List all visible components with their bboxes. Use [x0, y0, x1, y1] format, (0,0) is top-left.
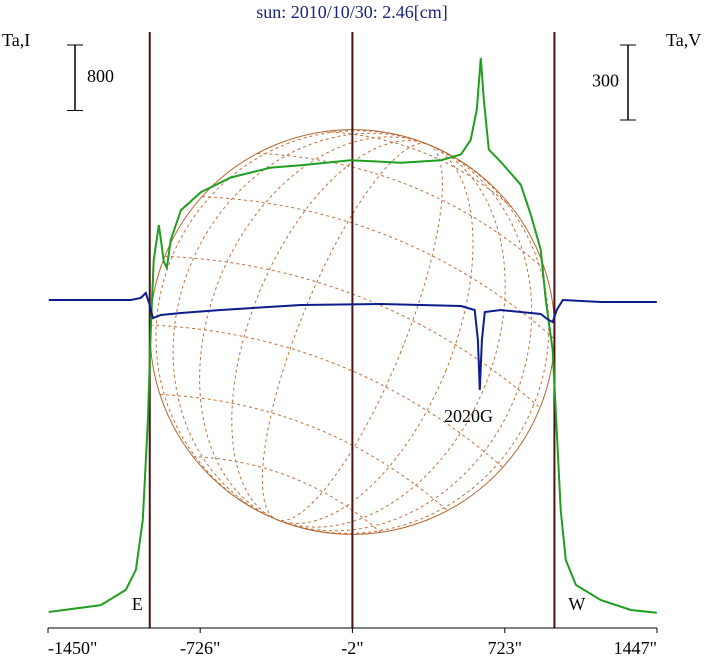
- grid-curve: [150, 324, 504, 468]
- scale-bar-label: 800: [87, 66, 114, 86]
- chart-title: sun: 2010/10/30: 2.46[cm]: [256, 2, 448, 22]
- annotation: 2020G: [444, 406, 493, 426]
- scale-bar-label: 300: [592, 71, 619, 91]
- grid-curve: [324, 131, 513, 208]
- grid-curve: [159, 394, 448, 512]
- grid-curve: [164, 255, 541, 409]
- grid-curve: [199, 136, 506, 528]
- x-tick-label: 723": [488, 638, 522, 658]
- data-line: [48, 57, 657, 614]
- y-axis-label: Ta,I: [2, 30, 30, 50]
- data-line: [48, 291, 657, 391]
- limb-label: W: [568, 594, 585, 614]
- x-tick-label: 1447": [614, 638, 657, 658]
- limb-label: E: [132, 594, 143, 614]
- x-tick-label: -726": [180, 638, 220, 658]
- grid-curve: [192, 456, 381, 533]
- grid-curve: [257, 152, 546, 270]
- x-tick-label: -1450": [48, 638, 97, 658]
- x-tick-label: -2": [341, 638, 363, 658]
- grid-curve: [202, 196, 555, 340]
- y2-axis-label: Ta,V: [666, 30, 701, 50]
